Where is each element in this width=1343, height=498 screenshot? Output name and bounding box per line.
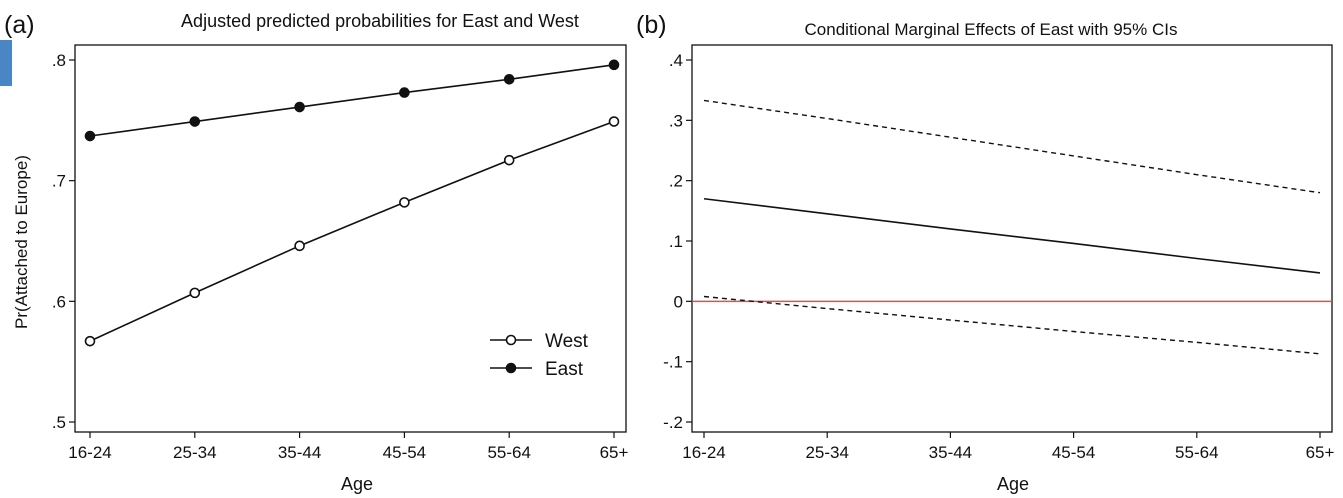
- panel-b-x-tick-label: 35-44: [929, 443, 972, 462]
- panel-a-x-axis-label: Age: [341, 474, 373, 494]
- panel-b-title: Conditional Marginal Effects of East wit…: [805, 20, 1178, 39]
- panel-a-series-1-point: [294, 101, 305, 113]
- panel-b-y-tick-label: -.1: [663, 353, 683, 372]
- panel-a-series-0-point: [189, 287, 201, 299]
- panel-b-x-tick-label: 16-24: [682, 443, 725, 462]
- legend-east-label: East: [545, 359, 584, 380]
- panel-a-series-1-point: [84, 130, 96, 142]
- panel-a-y-axis-label: Pr(Attached to Europe): [12, 155, 31, 329]
- panel-b-y-tick-label: .1: [669, 232, 683, 251]
- panel-b-x-tick-label: 25-34: [805, 443, 848, 462]
- panel-a-x-tick-label: 45-54: [383, 443, 426, 462]
- panel-b-x-axis-label: Age: [997, 474, 1029, 494]
- panel-a-series-0-point: [294, 240, 305, 252]
- panel-a-x-tick-label: 65+: [600, 443, 629, 462]
- panel-a-series-0-point: [608, 116, 620, 127]
- panel-a-series-0-point: [84, 335, 96, 347]
- panel-b-series-0-line: [703, 197, 1321, 274]
- panel-a-x-tick-label: 35-44: [278, 443, 321, 462]
- legend-west-marker: [505, 334, 517, 346]
- panel-b-y-tick-label: .3: [669, 111, 683, 130]
- panel-a-y-tick-label: .6: [52, 292, 66, 311]
- accent-bar: [0, 40, 12, 86]
- panel-a-label: (a): [4, 11, 35, 39]
- panel-b-series-1-line: [703, 99, 1321, 194]
- legend-east-marker: [505, 362, 517, 374]
- panel-a-title: Adjusted predicted probabilities for Eas…: [181, 11, 579, 31]
- panel-b-x-tick-label: 45-54: [1052, 443, 1095, 462]
- panel-b-y-tick-label: -.2: [663, 413, 683, 432]
- panel-b-plot-frame: [691, 44, 1333, 433]
- panel-b-series-2-line: [703, 295, 1321, 355]
- legend: West East: [490, 331, 589, 380]
- panel-a-series-1-point: [503, 74, 515, 85]
- panel-b-x-tick-label: 55-64: [1175, 443, 1218, 462]
- panel-a-x-tick-label: 16-24: [68, 443, 111, 462]
- panel-a-plot-frame: [74, 44, 627, 433]
- panel-b-x-tick-label: 65+: [1306, 443, 1335, 462]
- panel-a-x-tick-label: 55-64: [487, 443, 530, 462]
- panel-a-x-tick-label: 25-34: [173, 443, 216, 462]
- panel-a-y-tick-label: .8: [52, 51, 66, 70]
- panel-a-series-1-point: [399, 87, 410, 98]
- panel-a-series-1-line: [89, 64, 615, 137]
- panel-a: (a) Adjusted predicted probabilities for…: [4, 11, 628, 494]
- panel-a-series-1-point: [608, 59, 620, 71]
- panel-b-y-tick-label: .2: [669, 172, 683, 191]
- panel-b-y-tick-label: 0: [674, 292, 683, 311]
- panel-a-series-1-point: [189, 116, 201, 127]
- panel-a-y-tick-label: .7: [52, 172, 66, 191]
- panel-a-series-0-line: [89, 120, 615, 342]
- panel-b-label: (b): [636, 11, 667, 39]
- panel-a-y-tick-label: .5: [52, 413, 66, 432]
- panel-a-series-0-point: [399, 197, 410, 208]
- legend-west-label: West: [545, 331, 589, 352]
- panel-a-series-0-point: [503, 154, 515, 166]
- panel-b-y-tick-label: .4: [669, 51, 683, 70]
- panel-b: (b) Conditional Marginal Effects of East…: [636, 11, 1334, 494]
